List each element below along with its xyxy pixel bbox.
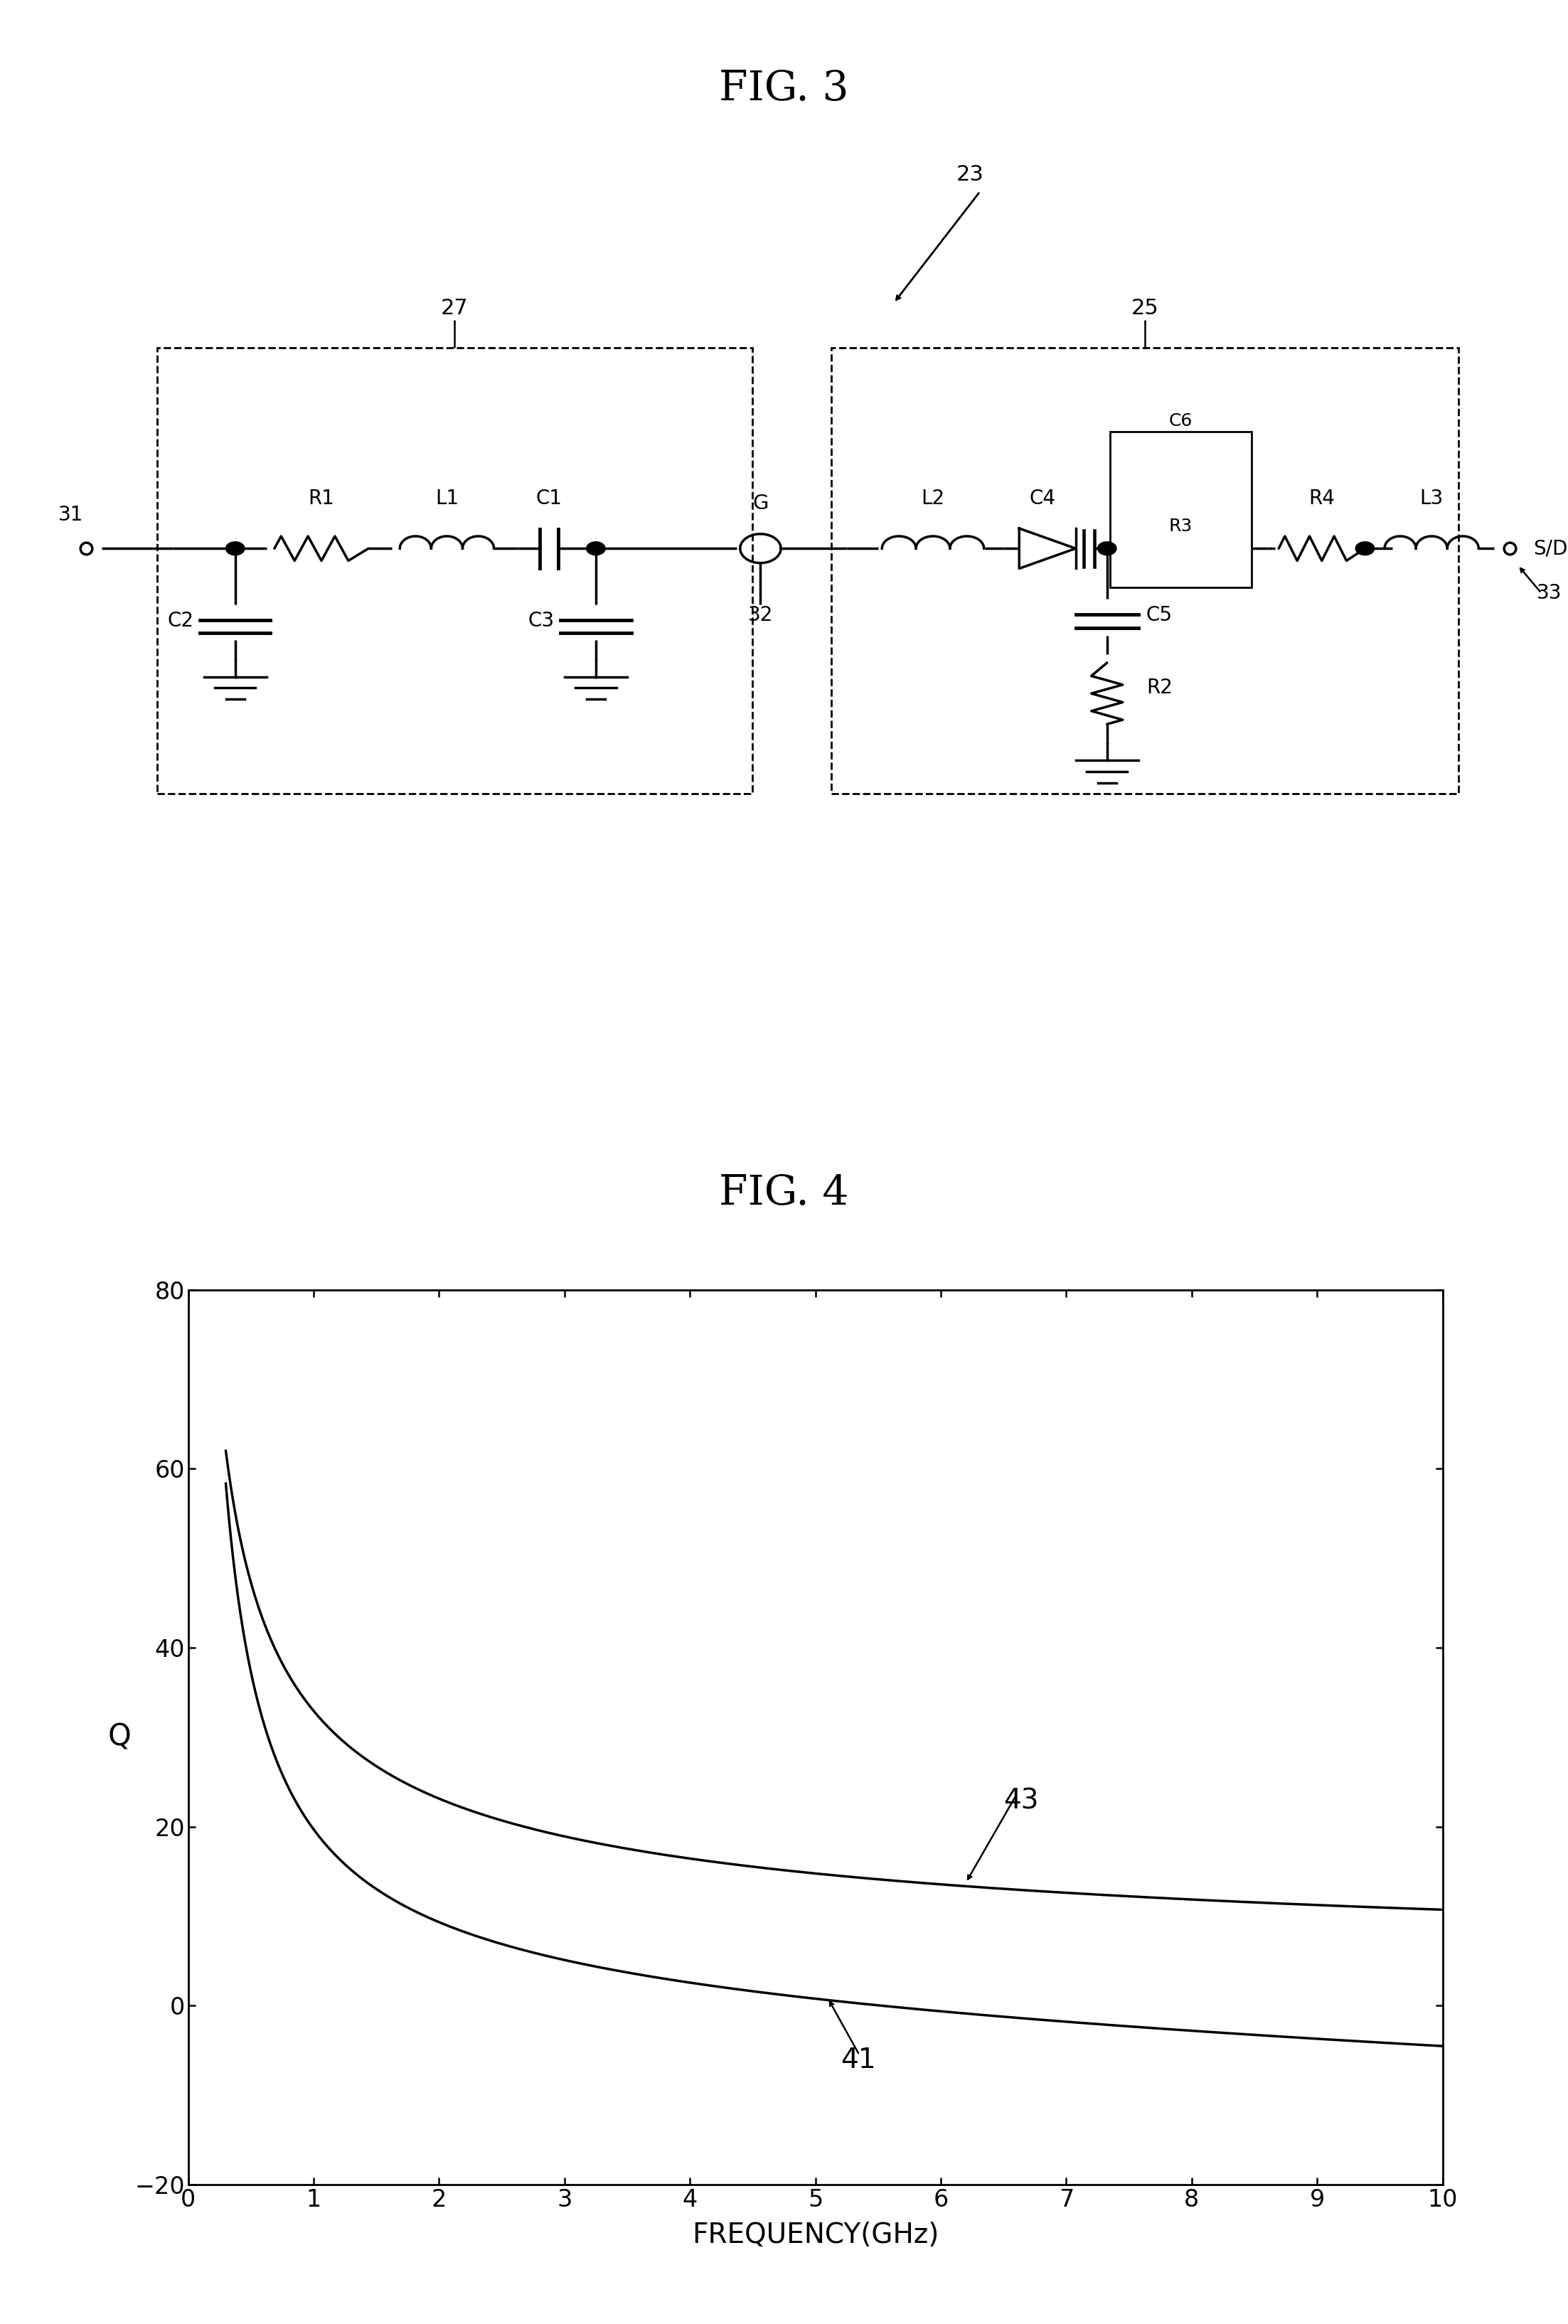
Text: L2: L2 bbox=[920, 488, 946, 509]
Text: 23: 23 bbox=[956, 165, 985, 184]
Circle shape bbox=[586, 541, 605, 555]
Text: R2: R2 bbox=[1146, 679, 1173, 697]
Text: C6: C6 bbox=[1168, 411, 1193, 430]
Text: 41: 41 bbox=[840, 2047, 877, 2073]
Circle shape bbox=[1098, 541, 1116, 555]
Text: G: G bbox=[753, 493, 768, 514]
Text: C3: C3 bbox=[528, 611, 554, 630]
X-axis label: FREQUENCY(GHz): FREQUENCY(GHz) bbox=[691, 2222, 939, 2247]
Text: FIG. 4: FIG. 4 bbox=[720, 1174, 848, 1213]
Text: R3: R3 bbox=[1168, 518, 1193, 535]
Circle shape bbox=[1355, 541, 1374, 555]
Text: S/D: S/D bbox=[1534, 539, 1568, 558]
Text: 25: 25 bbox=[1131, 297, 1159, 318]
Text: 33: 33 bbox=[1537, 583, 1562, 602]
Text: FIG. 3: FIG. 3 bbox=[720, 70, 848, 109]
Text: C2: C2 bbox=[168, 611, 193, 630]
Text: R4: R4 bbox=[1309, 488, 1334, 509]
Text: L3: L3 bbox=[1419, 488, 1444, 509]
Text: L1: L1 bbox=[434, 488, 459, 509]
Text: C1: C1 bbox=[536, 488, 561, 509]
Y-axis label: Q: Q bbox=[108, 1722, 132, 1752]
Bar bbox=[157, 349, 753, 795]
Bar bbox=[1110, 432, 1251, 588]
Text: C4: C4 bbox=[1030, 488, 1055, 509]
Text: 43: 43 bbox=[1004, 1787, 1038, 1815]
Text: 27: 27 bbox=[441, 297, 469, 318]
Text: 32: 32 bbox=[748, 604, 773, 625]
Text: C5: C5 bbox=[1146, 604, 1173, 625]
Text: 31: 31 bbox=[58, 504, 83, 525]
Bar bbox=[831, 349, 1458, 795]
Text: R1: R1 bbox=[309, 488, 334, 509]
Circle shape bbox=[226, 541, 245, 555]
